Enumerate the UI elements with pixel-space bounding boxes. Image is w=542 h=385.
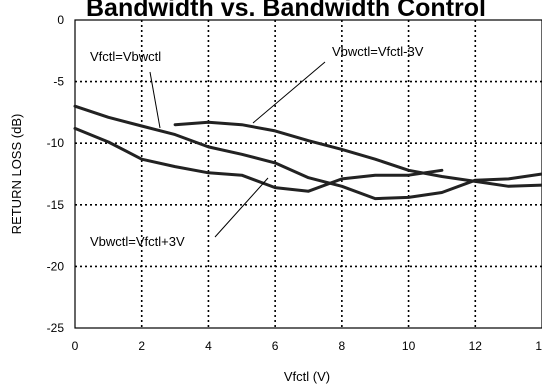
x-tick-label: 14 xyxy=(535,339,542,353)
x-tick-label: 8 xyxy=(339,339,346,353)
x-tick-label: 4 xyxy=(205,339,212,353)
grid-lines xyxy=(75,20,542,328)
chart-title: Bandwidth vs. Bandwidth Control xyxy=(86,0,486,22)
x-tick-label: 12 xyxy=(469,339,483,353)
y-tick-label: -10 xyxy=(47,136,65,150)
annotations: Vfctl=Vbwctl Vbwctl=Vfctl-3V Vbwctl=Vfctl+… xyxy=(90,44,424,249)
series-lines xyxy=(73,104,542,201)
annotation-leader-line xyxy=(214,177,269,238)
x-tick-label: 10 xyxy=(402,339,416,353)
y-tick-label: -5 xyxy=(53,75,64,89)
x-tick-label: 2 xyxy=(138,339,145,353)
y-tick-label: -20 xyxy=(47,259,65,273)
x-axis-label: Vfctl (V) xyxy=(284,369,330,384)
series-annotation-label: Vbwctl=Vfctl+3V xyxy=(90,234,185,249)
series-line-1 xyxy=(73,104,542,201)
tick-labels: 0 2 4 6 8 10 12 14 0 -5 -10 -15 -20 -25 xyxy=(47,13,542,353)
y-tick-label: -25 xyxy=(47,321,65,335)
series-annotation-label: Vbwctl=Vfctl-3V xyxy=(332,44,424,59)
series-annotation-label: Vfctl=Vbwctl xyxy=(90,49,161,64)
plot-frame xyxy=(74,19,542,329)
annotation-leader-line xyxy=(252,61,326,124)
y-tick-label: 0 xyxy=(57,13,64,27)
y-axis-label: RETURN LOSS (dB) xyxy=(9,114,24,235)
y-tick-label: -15 xyxy=(47,198,65,212)
x-tick-label: 0 xyxy=(72,339,79,353)
series-line-3 xyxy=(73,126,444,193)
x-tick-label: 6 xyxy=(272,339,279,353)
series-line-2 xyxy=(173,120,542,188)
annotation-leader-line xyxy=(149,71,161,129)
